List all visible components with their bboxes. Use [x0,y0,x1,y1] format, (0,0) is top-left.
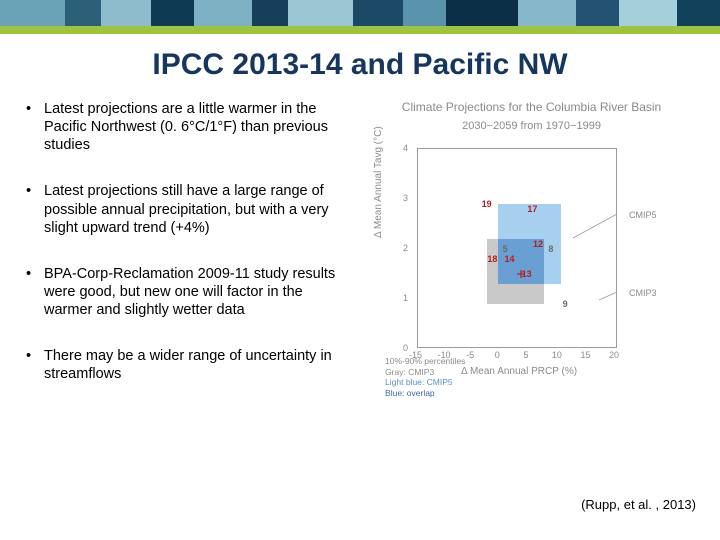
bullet-dot: • [26,265,44,319]
top-banner [0,0,720,26]
banner-segment [0,0,65,26]
content-area: •Latest projections are a little warmer … [0,100,720,411]
banner-segment [518,0,576,26]
banner-segment [288,0,353,26]
bullet-item: •BPA-Corp-Reclamation 2009-11 study resu… [26,265,353,319]
data-point-cmip3: 9 [563,299,568,309]
banner-segment [677,0,720,26]
citation: (Rupp, et al. , 2013) [581,497,696,512]
data-point-cmip5: 19 [482,199,492,209]
bullet-text: There may be a wider range of uncertaint… [44,347,353,383]
x-axis-label: Δ Mean Annual PRCP (%) [461,366,577,377]
bullet-dot: • [26,100,44,154]
data-point-cmip5: 12 [533,239,543,249]
chart-title: Climate Projections for the Columbia Riv… [363,100,700,114]
y-tick: 2 [403,243,408,253]
x-tick: -15 [409,350,422,360]
bullet-text: Latest projections are a little warmer i… [44,100,353,154]
chart-legend: 10%-90% percentilesGray: CMIP3Light blue… [385,356,465,399]
chart-area: 191718141312589 Δ Mean Annual Tavg (°C) … [381,138,681,388]
accent-bar [0,26,720,34]
annotation-label: CMIP5 [629,210,657,220]
y-tick: 1 [403,293,408,303]
banner-segment [252,0,288,26]
data-point-cmip5: 18 [487,254,497,264]
bullet-dot: • [26,347,44,383]
y-tick: 0 [403,343,408,353]
x-tick: 10 [552,350,562,360]
legend-item: Blue: overlap [385,388,465,399]
banner-segment [446,0,518,26]
banner-segment [576,0,619,26]
bullet-dot: • [26,182,44,236]
bullet-item: •Latest projections are a little warmer … [26,100,353,154]
banner-segment [619,0,677,26]
annotation-label: CMIP3 [629,288,657,298]
chart-subtitle: 2030−2059 from 1970−1999 [363,120,700,132]
y-axis-label: Δ Mean Annual Tavg (°C) [373,126,384,238]
bullet-text: BPA-Corp-Reclamation 2009-11 study resul… [44,265,353,319]
data-point-cmip5: 17 [527,204,537,214]
x-tick: -5 [466,350,474,360]
banner-segment [65,0,101,26]
y-tick: 4 [403,143,408,153]
chart-panel: Climate Projections for the Columbia Riv… [363,100,700,411]
x-tick: 0 [495,350,500,360]
x-tick: -10 [438,350,451,360]
legend-item: Light blue: CMIP5 [385,377,465,388]
banner-segment [194,0,252,26]
x-tick: 15 [580,350,590,360]
bullet-item: •There may be a wider range of uncertain… [26,347,353,383]
plot-box: 19 17 18 14 13 12 5 8 9 [417,148,617,348]
x-tick: 20 [609,350,619,360]
data-point-cmip5: 13 [522,269,532,279]
data-point-cmip5: 14 [504,254,514,264]
slide-title: IPCC 2013-14 and Pacific NW [0,48,720,82]
bullet-item: •Latest projections still have a large r… [26,182,353,236]
x-tick: 5 [523,350,528,360]
legend-item: 10%-90% percentiles [385,356,465,367]
legend-item: Gray: CMIP3 [385,367,465,378]
banner-segment [353,0,403,26]
data-point-cmip3: 5 [503,244,508,254]
bullet-list: •Latest projections are a little warmer … [26,100,363,411]
banner-segment [101,0,151,26]
y-tick: 3 [403,193,408,203]
bullet-text: Latest projections still have a large ra… [44,182,353,236]
banner-segment [151,0,194,26]
banner-segment [403,0,446,26]
data-point-cmip3: 8 [548,244,553,254]
